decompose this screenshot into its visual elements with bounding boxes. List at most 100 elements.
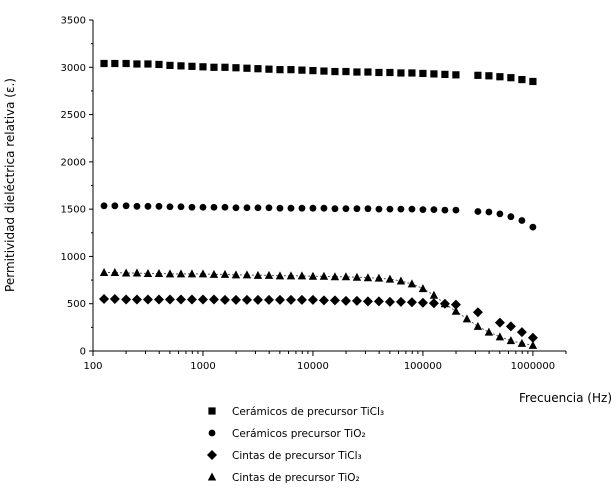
data-point — [188, 62, 196, 70]
y-tick-label: 2500 — [61, 110, 86, 121]
data-point — [440, 299, 450, 308]
data-point — [176, 269, 186, 278]
data-point — [386, 68, 394, 77]
data-point — [296, 294, 307, 305]
data-point — [221, 203, 229, 211]
data-point — [121, 294, 132, 305]
data-point — [186, 294, 197, 305]
data-point — [177, 62, 185, 70]
data-point — [375, 205, 383, 213]
data-point — [287, 204, 295, 212]
data-point — [210, 203, 218, 211]
trend-line — [104, 272, 533, 346]
data-point — [164, 294, 175, 305]
data-point — [265, 204, 273, 212]
data-point — [187, 269, 197, 278]
data-point — [364, 205, 372, 213]
legend-label: Cerámicos de precursor TiCl₃ — [232, 406, 384, 418]
data-point — [450, 299, 461, 310]
data-point — [109, 293, 120, 304]
data-point — [111, 59, 119, 68]
data-point — [263, 294, 274, 305]
data-point — [297, 271, 307, 280]
data-point — [242, 270, 252, 279]
data-point — [155, 60, 163, 69]
data-point — [485, 208, 493, 216]
data-point — [342, 205, 350, 213]
data-point — [352, 272, 362, 281]
data-point — [133, 202, 141, 210]
data-point — [275, 271, 285, 280]
data-point — [122, 59, 130, 68]
data-point — [507, 74, 515, 82]
data-point — [220, 269, 230, 278]
legend-marker-triangle — [207, 472, 217, 481]
data-point — [495, 332, 505, 341]
data-point — [122, 202, 130, 210]
data-point — [298, 66, 306, 74]
data-point — [100, 59, 108, 68]
data-point — [320, 67, 328, 75]
x-tick-label: 100000 — [404, 361, 442, 372]
y-tick-label: 1500 — [61, 205, 86, 216]
data-point — [452, 206, 460, 214]
plot-area: 0 500 1000 1500 2000 2500 3000 3500 100 1000 1000… — [61, 16, 567, 372]
y-tick-label: 500 — [67, 299, 86, 310]
data-series — [99, 59, 538, 349]
data-point — [506, 336, 516, 345]
data-point — [166, 61, 174, 69]
data-point — [441, 206, 449, 214]
data-point — [329, 295, 340, 306]
data-point — [386, 205, 394, 213]
data-point — [528, 340, 538, 349]
data-point — [243, 204, 251, 212]
data-point — [505, 321, 516, 332]
x-axis-ticks: 100 1000 10000 100000 1000000 — [83, 351, 567, 372]
data-point — [374, 273, 384, 282]
data-point — [307, 294, 318, 305]
data-point — [418, 284, 428, 293]
data-point — [144, 60, 152, 68]
data-point — [485, 72, 493, 80]
legend-label: Cerámicos precursor TiO₂ — [232, 428, 366, 440]
data-point — [208, 294, 219, 305]
data-point — [396, 276, 406, 285]
data-point — [517, 338, 527, 347]
data-point — [155, 202, 163, 210]
data-point — [219, 294, 230, 305]
legend-label: Cintas de precursor TiCl₃ — [232, 450, 362, 462]
data-point — [496, 73, 504, 81]
data-point — [286, 271, 296, 280]
y-tick-label: 2000 — [61, 157, 86, 168]
data-point — [131, 294, 142, 305]
data-point — [177, 203, 185, 211]
legend-marker-circle — [208, 429, 216, 437]
data-point — [252, 294, 263, 305]
x-axis-title: Frecuencia (Hz) — [519, 391, 612, 405]
data-point — [199, 203, 207, 211]
data-point — [340, 295, 351, 306]
data-point — [198, 269, 208, 278]
data-point — [265, 65, 273, 73]
data-point — [132, 268, 142, 277]
data-point — [165, 269, 175, 278]
data-point — [209, 269, 219, 278]
trend-line-path — [104, 272, 533, 346]
data-point — [408, 69, 416, 77]
data-point — [243, 64, 251, 72]
data-point — [188, 203, 196, 211]
data-point — [373, 296, 384, 307]
data-point — [276, 66, 284, 74]
data-point — [430, 70, 438, 78]
data-point — [419, 69, 427, 78]
data-point — [351, 295, 362, 306]
data-point — [308, 271, 318, 280]
data-point — [330, 272, 340, 281]
data-point — [474, 208, 482, 215]
data-point — [99, 268, 109, 277]
data-point — [199, 63, 207, 71]
series-triangle — [99, 268, 538, 349]
data-point — [276, 204, 284, 212]
data-point — [197, 294, 208, 305]
